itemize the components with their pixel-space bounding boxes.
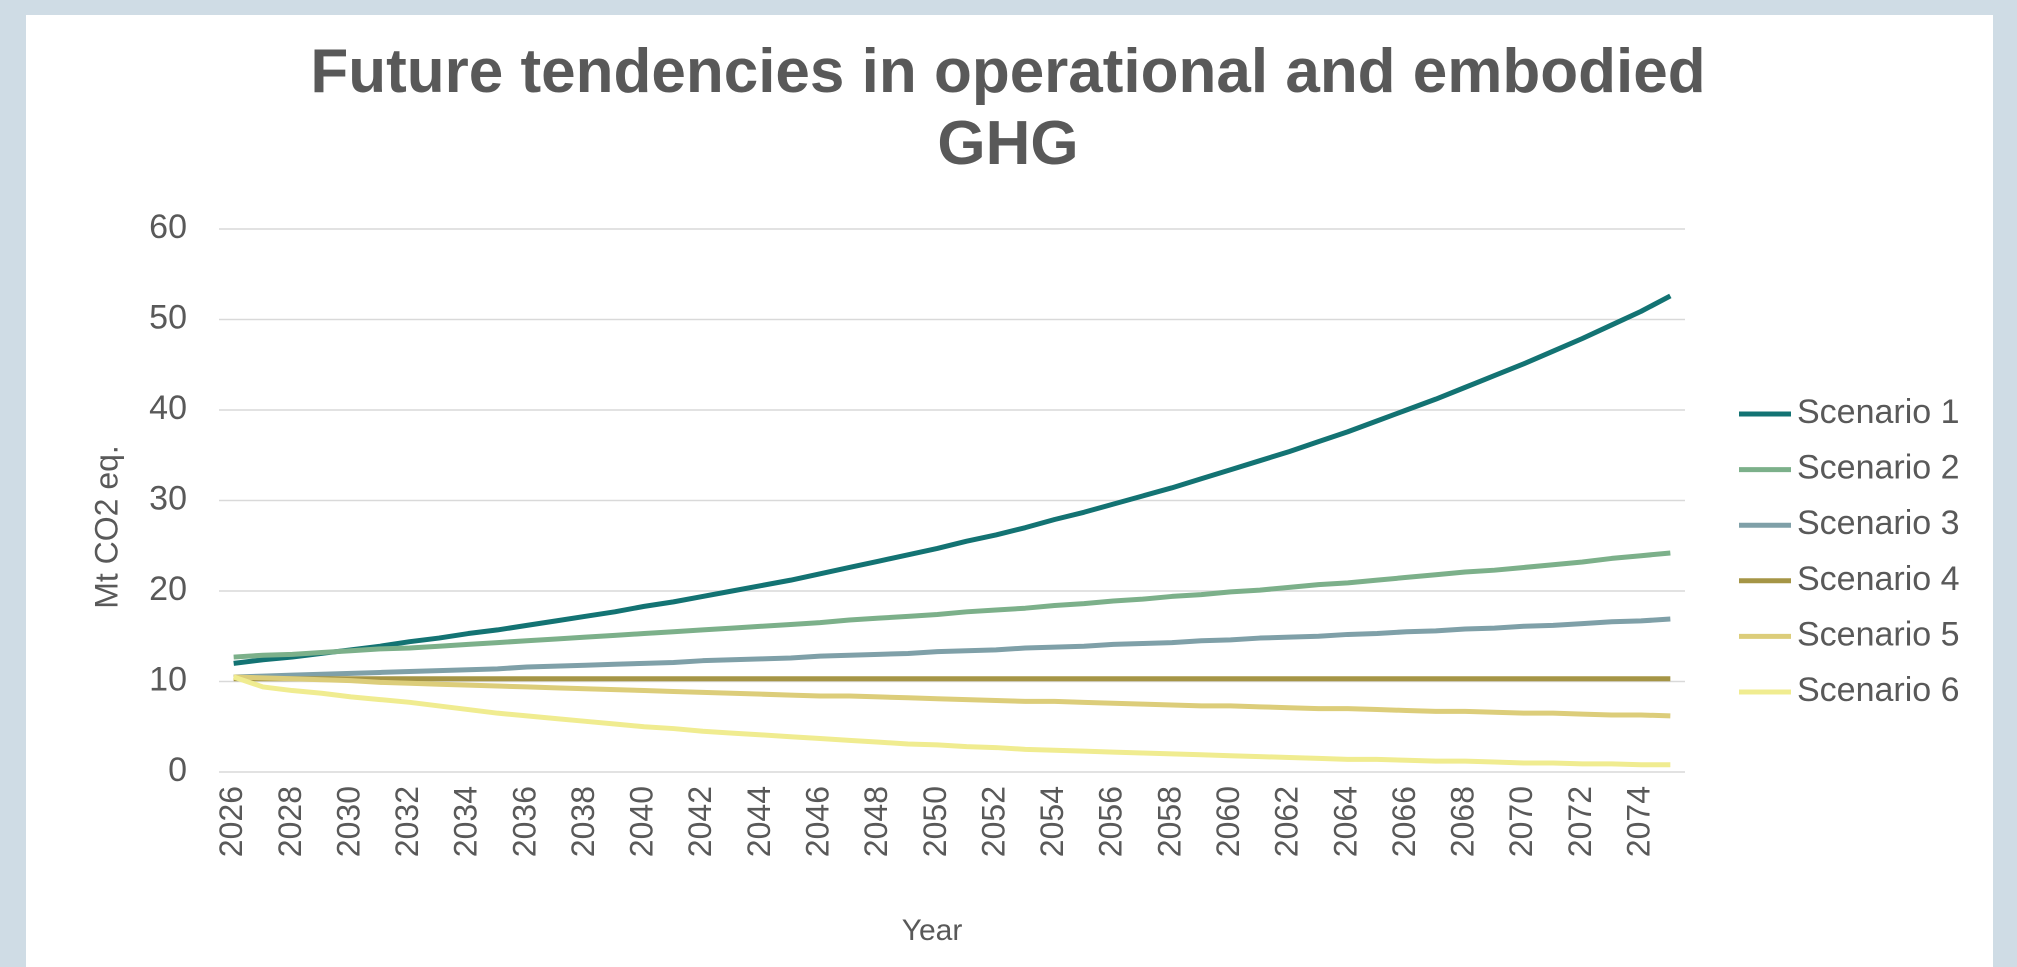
x-tick-label: 2050: [917, 786, 953, 857]
x-tick-label: 2068: [1445, 786, 1481, 857]
x-tick-label: 2072: [1562, 786, 1598, 857]
y-tick-label: 30: [149, 479, 187, 517]
x-tick-label: 2036: [506, 786, 542, 857]
legend-label: Scenario 5: [1797, 615, 1960, 653]
series-line: [232, 674, 1671, 768]
x-tick-label: 2034: [448, 786, 484, 857]
y-tick-label: 40: [149, 389, 187, 427]
x-tick-label: 2026: [213, 786, 249, 857]
x-tick-label: 2048: [858, 786, 894, 857]
legend-label: Scenario 6: [1797, 671, 1960, 709]
legend-label: Scenario 4: [1797, 560, 1960, 598]
x-tick-label: 2054: [1034, 786, 1070, 857]
x-tick-label: 2046: [800, 786, 836, 857]
x-tick-label: 2056: [1093, 786, 1129, 857]
x-axis-title: Year: [902, 914, 963, 947]
x-tick-label: 2030: [330, 786, 366, 857]
x-tick-label: 2038: [565, 786, 601, 857]
series-line: [233, 674, 1671, 719]
series-line: [233, 293, 1672, 666]
x-tick-label: 2032: [389, 786, 425, 857]
series-line: [233, 616, 1671, 680]
x-tick-label: 2044: [741, 786, 777, 857]
x-tick-label: 2058: [1151, 786, 1187, 857]
legend-label: Scenario 2: [1797, 449, 1960, 487]
x-tick-label: 2040: [624, 786, 660, 857]
legend-label: Scenario 1: [1797, 393, 1960, 431]
x-tick-label: 2064: [1327, 786, 1363, 857]
y-tick-label: 60: [149, 208, 187, 246]
series-line: [233, 550, 1671, 660]
x-tick-label: 2066: [1386, 786, 1422, 857]
y-tick-label: 20: [149, 570, 187, 608]
x-tick-label: 2028: [272, 786, 308, 857]
x-tick-label: 2070: [1503, 786, 1539, 857]
x-tick-label: 2052: [975, 786, 1011, 857]
x-tick-label: 2042: [682, 786, 718, 857]
y-tick-label: 0: [168, 751, 187, 789]
y-axis-title: Mt CO2 eq.: [88, 445, 124, 609]
x-tick-label: 2062: [1269, 786, 1305, 857]
x-tick-label: 2060: [1210, 786, 1246, 857]
chart-title: Future tendencies in operational and emb…: [310, 37, 1706, 178]
legend-label: Scenario 3: [1797, 504, 1960, 542]
chart-panel: [26, 15, 1993, 967]
y-tick-label: 10: [149, 660, 187, 698]
x-tick-label: 2074: [1620, 786, 1656, 857]
y-tick-label: 50: [149, 298, 187, 336]
